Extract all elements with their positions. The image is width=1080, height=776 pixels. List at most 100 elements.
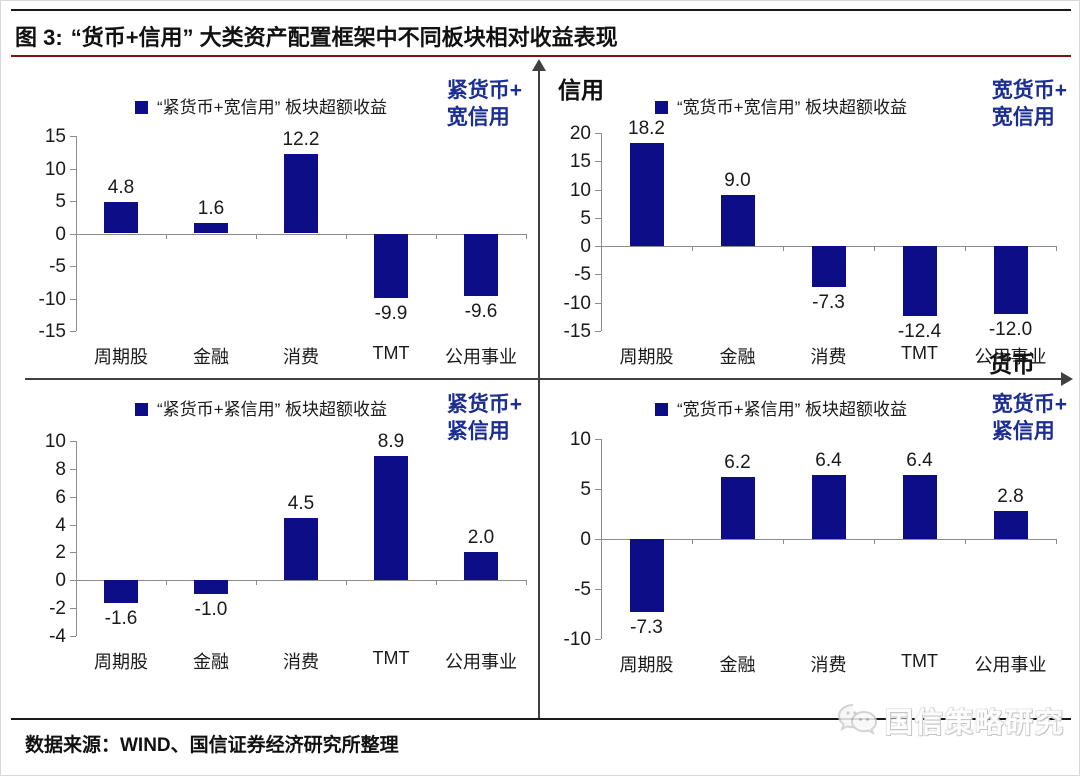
- quadrant-label: 紧货币+ 紧信用: [447, 391, 522, 445]
- x-tick-mark: [692, 246, 693, 252]
- legend: “紧货币+宽信用” 板块超额收益: [76, 93, 446, 118]
- watermark: 国信策略研究: [837, 701, 1065, 741]
- quadrant-label-line1: 紧货币+: [446, 79, 522, 102]
- legend-marker-icon: [135, 101, 148, 114]
- y-tick-label: 8: [55, 458, 66, 480]
- y-tick-label: -10: [563, 629, 591, 650]
- bar-value-label: -7.3: [812, 292, 845, 314]
- y-tick-mark: [595, 189, 601, 191]
- bar-value-label: -7.3: [630, 617, 663, 638]
- x-category-label: 消费: [283, 347, 319, 367]
- bar-value-label: -9.9: [374, 302, 408, 324]
- x-tick-mark: [965, 539, 966, 544]
- bar: [284, 154, 318, 234]
- legend-label: “紧货币+宽信用” 板块超额收益: [157, 98, 387, 117]
- x-category-label: 公用事业: [974, 347, 1047, 367]
- x-category-label: TMT: [372, 343, 410, 363]
- bar: [993, 246, 1028, 315]
- y-tick-label: -5: [574, 264, 591, 286]
- x-category-label: 消费: [810, 347, 847, 367]
- data-source-note: 数据来源：WIND、国信证券经济研究所整理: [25, 735, 399, 756]
- credit-axis-line: [538, 69, 540, 719]
- legend: “紧货币+紧信用” 板块超额收益: [76, 395, 446, 420]
- money-axis-line: [25, 378, 1065, 380]
- quadrant-label-line1: 宽货币+: [991, 79, 1067, 102]
- bar-value-label: 9.0: [724, 170, 751, 192]
- x-category-label: 金融: [719, 347, 756, 367]
- quadrant-label: 宽货币+ 紧信用: [992, 391, 1067, 445]
- credit-axis-label: 信用: [558, 77, 604, 103]
- y-tick-mark: [70, 608, 76, 610]
- x-category-label: 金融: [193, 652, 229, 672]
- x-tick-mark: [965, 246, 966, 252]
- zero-line: [76, 580, 526, 582]
- y-tick-mark: [70, 266, 76, 267]
- legend-label: “紧货币+紧信用” 板块超额收益: [157, 400, 387, 419]
- title-underline: [11, 55, 1071, 57]
- y-tick-label: 15: [44, 126, 66, 147]
- quadrant-label-line1: 紧货币+: [446, 393, 522, 416]
- x-tick-mark: [166, 233, 167, 239]
- x-tick-mark: [874, 539, 875, 544]
- bar: [464, 552, 498, 581]
- x-category-label: 公用事业: [445, 652, 517, 672]
- legend-label: “宽货币+宽信用” 板块超额收益: [677, 98, 907, 117]
- y-tick-mark: [595, 331, 601, 332]
- top-rule: [11, 9, 1071, 11]
- y-tick-label: 5: [580, 479, 591, 500]
- quadrant-label-line2: 紧信用: [446, 420, 510, 443]
- x-tick-mark: [1056, 246, 1057, 252]
- y-tick-label: 0: [580, 236, 591, 258]
- x-tick-mark: [256, 233, 257, 239]
- bar-value-label: -12.0: [988, 319, 1033, 341]
- y-tick-label: -4: [49, 626, 66, 647]
- y-tick-label: 6: [55, 486, 66, 508]
- bar-value-label: 6.2: [724, 452, 751, 473]
- x-tick-mark: [1056, 539, 1057, 544]
- x-tick-mark: [601, 246, 602, 252]
- y-tick-mark: [595, 274, 601, 276]
- x-category-label: 周期股: [619, 655, 674, 675]
- chart-tight-money-loose-credit: “紧货币+宽信用” 板块超额收益 紧货币+ 宽信用 15 10 5 0 -5 -10 -15…: [21, 59, 536, 381]
- x-tick-mark: [783, 539, 784, 544]
- x-tick-mark: [692, 539, 693, 544]
- y-tick-label: -10: [38, 288, 66, 310]
- quadrant-label: 宽货币+ 宽信用: [992, 77, 1067, 131]
- bar: [811, 475, 846, 539]
- y-tick-label: 5: [580, 207, 591, 229]
- legend: “宽货币+紧信用” 板块超额收益: [596, 395, 966, 420]
- zero-line: [76, 233, 526, 235]
- bar: [374, 233, 408, 298]
- y-tick-mark: [595, 302, 601, 304]
- figure-title: 图 3: “货币+信用” 大类资产配置框架中不同板块相对收益表现: [15, 20, 618, 52]
- y-tick-label: 2: [55, 542, 66, 564]
- bar-value-label: 4.5: [287, 492, 315, 514]
- x-tick-mark: [783, 246, 784, 252]
- bar-value-label: -1.6: [104, 607, 138, 629]
- x-tick-mark: [76, 233, 77, 239]
- bar: [811, 246, 846, 288]
- x-tick-mark: [256, 580, 257, 586]
- bar-value-label: -12.4: [897, 321, 942, 343]
- y-tick-mark: [70, 524, 76, 526]
- y-tick-mark: [595, 489, 601, 490]
- bar-value-label: -1.0: [194, 599, 228, 621]
- y-axis-line: [601, 133, 602, 331]
- bar: [464, 233, 498, 296]
- quadrant-label-line1: 宽货币+: [991, 393, 1067, 416]
- y-tick-mark: [70, 331, 76, 332]
- credit-axis-arrow-icon: [532, 59, 546, 71]
- bar: [629, 539, 664, 612]
- bar-value-label: 2.8: [997, 486, 1024, 507]
- bar: [194, 223, 228, 234]
- bar-value-label: 6.4: [906, 450, 933, 471]
- y-tick-mark: [595, 589, 601, 590]
- y-tick-label: -10: [563, 292, 591, 314]
- y-tick-mark: [70, 552, 76, 554]
- y-tick-label: 10: [44, 431, 66, 452]
- bar-value-label: 8.9: [377, 431, 405, 453]
- x-category-label: 金融: [193, 347, 229, 367]
- footer-rule: [11, 718, 1071, 720]
- x-tick-mark: [526, 233, 527, 239]
- x-category-label: 消费: [810, 655, 847, 675]
